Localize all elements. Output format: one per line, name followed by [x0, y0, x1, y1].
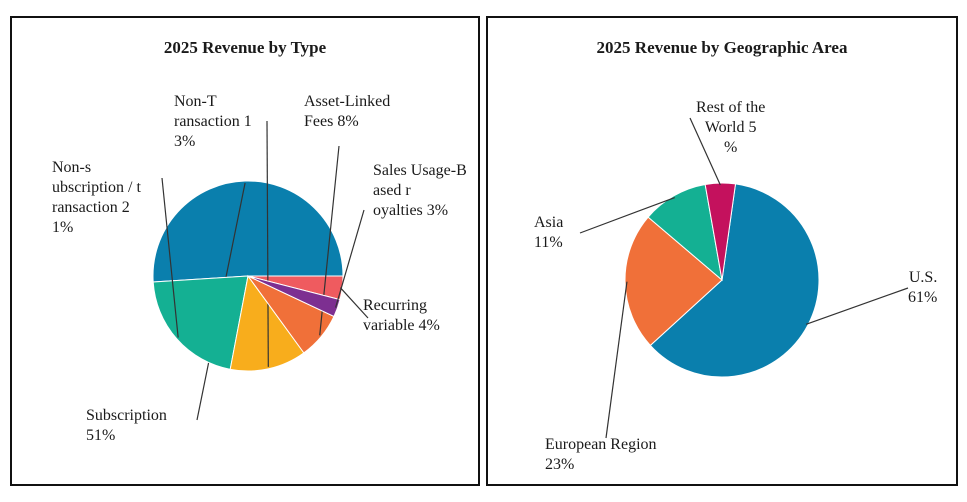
leader-line	[605, 281, 628, 439]
slice-label-asia: Asia 11%	[534, 214, 564, 251]
slice-label-subscription: Subscription 51%	[86, 407, 167, 444]
revenue-by-type-pie	[152, 120, 369, 421]
pie-slice-sales-usage-based-royalties	[247, 275, 341, 318]
slice-label-asset-linked-fees: Asset-Linked Fees 8%	[304, 93, 391, 130]
chart-title: 2025 Revenue by Type	[163, 38, 327, 57]
pie-slice-european-region	[624, 216, 723, 347]
leader-line	[161, 177, 179, 338]
revenue-by-type-panel: 2025 Revenue by Type Recurring variable 4…	[10, 16, 480, 486]
slice-label-non-subscription: Non-s ubscription / t ransaction 2 1%	[52, 159, 141, 236]
leader-line	[339, 287, 369, 319]
revenue-by-geography-panel: 2025 Revenue by Geographic Area U.S. 61% …	[486, 16, 958, 486]
slice-label-european-region: European Region 23%	[545, 436, 657, 473]
leader-line	[805, 287, 909, 325]
pie-slice-asia	[647, 183, 723, 282]
slice-label-rest-of-world: Rest of the World 5%	[696, 99, 766, 156]
revenue-by-geography-pie	[579, 117, 909, 439]
slice-label-sales-usage-royalties: Sales Usage-B ased r oyalties 3%	[373, 162, 467, 219]
pie-slice-non-transaction	[229, 274, 305, 372]
pie-slice-u-s	[649, 183, 820, 378]
leader-line	[689, 117, 721, 186]
pie-slice-non-subscription-transaction	[152, 275, 249, 370]
chart-title: 2025 Revenue by Geographic Area	[596, 38, 848, 57]
slice-label-us: U.S. 61%	[908, 269, 938, 306]
pie-slice-subscription	[152, 180, 344, 283]
leader-line	[335, 209, 365, 308]
pie-slice-rest-of-the-world	[704, 182, 737, 281]
slice-label-non-transaction: Non-T ransaction 1 3%	[174, 93, 252, 150]
leader-line	[579, 196, 675, 234]
leader-line	[266, 120, 269, 367]
slice-label-recurring-variable: Recurring variable 4%	[363, 297, 440, 334]
